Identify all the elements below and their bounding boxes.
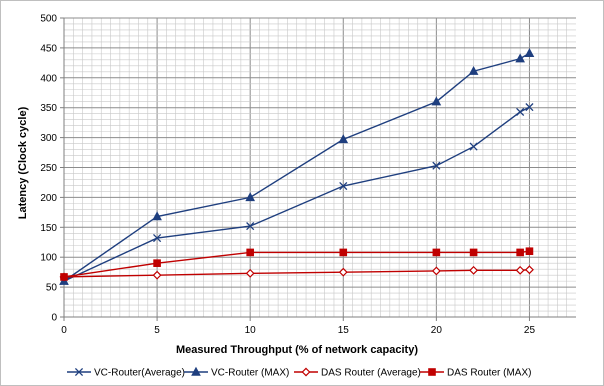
legend: VC-Router(Average) VC-Router (MAX) DAS Rou…	[67, 366, 531, 379]
legend-label: VC-Router (MAX)	[211, 368, 289, 379]
data-point	[516, 248, 524, 257]
x-tick-label: 25	[524, 325, 536, 336]
data-point	[525, 103, 534, 112]
x-tick-label: 5	[154, 325, 160, 336]
series-line	[63, 269, 530, 278]
data-point	[515, 53, 525, 63]
data-point	[432, 161, 441, 170]
legend-swatch-marker	[191, 366, 201, 376]
axes-layer: 0 50 100 150 200 250 300 350 400 450 500 0 5 10 15 20 25	[40, 14, 576, 336]
y-tick-label: 0	[51, 313, 57, 324]
series-layer	[59, 48, 535, 286]
legend-entry: VC-Router (MAX)	[184, 366, 289, 379]
y-tick-label: 300	[40, 133, 57, 144]
data-point	[469, 265, 479, 275]
data-point	[469, 142, 478, 151]
y-tick-label: 450	[40, 43, 57, 54]
grid-layer	[64, 17, 576, 317]
series-3	[59, 265, 534, 282]
y-tick-label: 500	[40, 14, 57, 25]
data-point	[431, 266, 441, 276]
legend-swatch-marker	[301, 367, 311, 377]
data-point	[432, 248, 441, 257]
data-point	[338, 267, 348, 277]
data-point	[246, 248, 254, 257]
data-point	[524, 48, 535, 57]
data-point	[431, 96, 442, 106]
data-point	[152, 211, 162, 221]
legend-label: DAS Router (MAX)	[447, 368, 531, 379]
y-tick-label: 200	[40, 193, 57, 204]
series-4	[60, 247, 534, 281]
y-axis-title: Latency (Clock cycle)	[17, 106, 29, 219]
series-line	[63, 250, 530, 278]
legend-swatch-marker	[74, 367, 84, 377]
y-tick-label: 50	[46, 283, 58, 294]
y-tick-label: 400	[40, 73, 57, 84]
x-tick-label: 20	[431, 325, 443, 336]
data-point	[338, 134, 349, 144]
data-point	[153, 234, 162, 243]
data-point	[516, 107, 525, 116]
data-point	[152, 270, 162, 280]
series-1	[59, 103, 534, 286]
data-point	[468, 65, 479, 75]
x-axis-title: Measured Throughput (% of network capaci…	[176, 344, 418, 356]
y-tick-label: 350	[40, 103, 57, 114]
data-point	[245, 192, 256, 202]
x-tick-label: 10	[245, 325, 257, 336]
data-point	[469, 248, 478, 257]
legend-entry: DAS Router (Average)	[294, 368, 421, 379]
x-tick-label: 15	[338, 325, 350, 336]
data-point	[525, 247, 534, 256]
series-2	[59, 48, 535, 285]
legend-swatch-marker	[428, 368, 436, 376]
y-tick-label: 250	[40, 163, 57, 174]
data-point	[246, 222, 255, 231]
data-point	[60, 273, 68, 281]
data-point	[245, 268, 255, 278]
data-point	[339, 181, 348, 191]
y-tick-label: 100	[40, 253, 57, 264]
series-line	[63, 106, 530, 282]
legend-label: DAS Router (Average)	[321, 368, 421, 379]
series-line	[63, 52, 530, 282]
data-point	[515, 265, 525, 275]
data-point	[153, 259, 161, 267]
y-tick-label: 150	[40, 223, 57, 234]
legend-entry: VC-Router(Average)	[67, 368, 185, 379]
data-point	[339, 248, 348, 257]
legend-label: VC-Router(Average)	[94, 368, 185, 379]
legend-entry: DAS Router (MAX)	[420, 368, 531, 379]
x-tick-label: 0	[61, 325, 67, 336]
data-point	[525, 265, 534, 275]
